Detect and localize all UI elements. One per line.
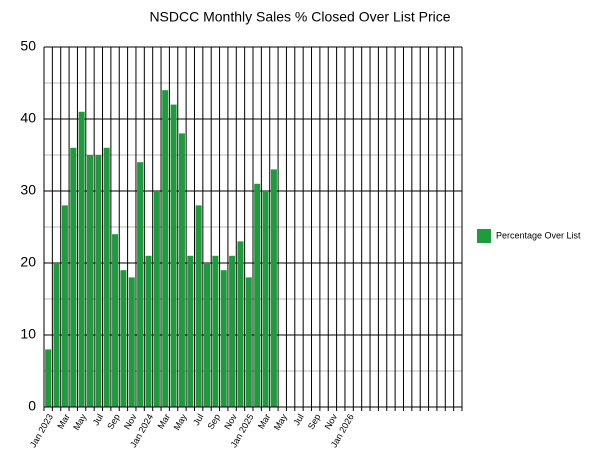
x-tick-label: May (172, 412, 189, 432)
x-tick-label: Jul (91, 412, 105, 427)
x-tick-label: Sep (206, 412, 223, 431)
bar (204, 263, 211, 407)
bar (245, 277, 252, 407)
bar (220, 270, 227, 407)
bar (103, 147, 110, 408)
bar (229, 255, 236, 407)
x-tick-label: May (71, 412, 88, 432)
legend-label: Percentage Over List (496, 230, 581, 240)
x-tick-label: Jan 2023 (28, 412, 55, 449)
bar (145, 255, 152, 407)
x-tick-label: Jul (191, 412, 205, 427)
bar (61, 205, 68, 407)
bar (70, 147, 77, 408)
bar (95, 155, 102, 407)
bar (78, 111, 85, 408)
bar (128, 277, 135, 407)
x-tick-label: Mar (156, 412, 172, 430)
bar (212, 255, 219, 407)
bar (162, 90, 169, 407)
x-tick-label: May (272, 412, 289, 432)
bar (153, 191, 160, 407)
legend-swatch (477, 229, 491, 243)
bar (170, 104, 177, 407)
bar (262, 191, 269, 407)
bar (86, 155, 93, 407)
y-tick-label: 0 (28, 398, 36, 414)
y-tick-label: 50 (20, 38, 36, 54)
y-tick-label: 10 (20, 326, 36, 342)
bar (53, 263, 60, 407)
bar (178, 133, 185, 407)
bar (137, 162, 144, 407)
bar (187, 255, 194, 407)
bar (112, 234, 119, 407)
chart-title: NSDCC Monthly Sales % Closed Over List P… (149, 9, 450, 25)
bar (195, 205, 202, 407)
bar (237, 241, 244, 407)
y-tick-label: 20 (20, 254, 36, 270)
x-tick-label: Jul (291, 412, 305, 427)
y-tick-label: 30 (20, 182, 36, 198)
x-tick-label: Sep (105, 412, 122, 431)
x-tick-label: Mar (256, 412, 272, 430)
bar (254, 183, 261, 407)
y-tick-label: 40 (20, 110, 36, 126)
x-tick-label: Mar (55, 412, 71, 430)
bar (45, 349, 52, 407)
x-tick-label: Sep (306, 412, 323, 431)
bar (120, 270, 127, 407)
bar (270, 169, 277, 407)
